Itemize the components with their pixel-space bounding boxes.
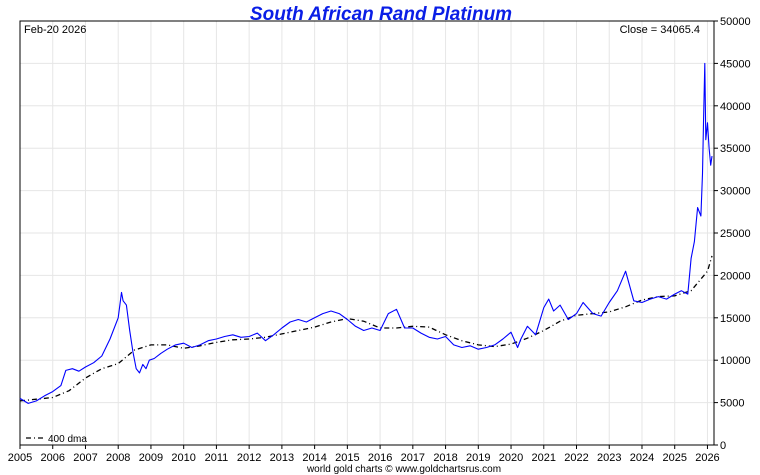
x-tick-label: 2006	[40, 452, 64, 464]
x-tick-label: 2017	[401, 452, 425, 464]
x-axis: 2005 2006 2007 2008 2009 2010 2011 2012 2013 2014…	[8, 445, 720, 464]
legend: 400 dma	[26, 434, 87, 445]
x-tick-label: 2005	[8, 452, 32, 464]
x-tick-label: 2021	[532, 452, 556, 464]
x-tick-label: 2019	[466, 452, 490, 464]
credit-label: world gold charts © www.goldchartsrus.co…	[306, 464, 501, 475]
y-tick-label: 25000	[720, 228, 751, 240]
close-label: Close = 34065.4	[620, 24, 700, 36]
y-tick-label: 20000	[720, 270, 751, 282]
x-tick-label: 2007	[73, 452, 97, 464]
x-tick-label: 2016	[368, 452, 392, 464]
series-400-dma-line	[19, 255, 713, 402]
y-axis: 0 5000 10000 15000 20000 25000 30000 35000 40000…	[714, 16, 751, 452]
x-tick-label: 2010	[171, 452, 195, 464]
x-tick-label: 2018	[433, 452, 457, 464]
date-label: Feb-20 2026	[24, 24, 86, 36]
x-tick-label: 2025	[662, 452, 686, 464]
y-tick-label: 10000	[720, 355, 751, 367]
y-tick-label: 40000	[720, 101, 751, 113]
x-tick-label: 2013	[270, 452, 294, 464]
y-tick-label: 15000	[720, 313, 751, 325]
y-tick-label: 50000	[720, 16, 751, 28]
series-price-line	[19, 62, 713, 404]
gridlines	[19, 20, 714, 446]
x-tick-label: 2011	[205, 452, 229, 464]
x-tick-label: 2009	[139, 452, 163, 464]
x-tick-label: 2020	[499, 452, 523, 464]
chart-title: South African Rand Platinum	[250, 4, 512, 25]
y-tick-label: 35000	[720, 143, 751, 155]
y-tick-label: 5000	[720, 398, 744, 410]
x-tick-label: 2024	[630, 452, 654, 464]
x-tick-label: 2012	[237, 452, 261, 464]
x-tick-label: 2008	[106, 452, 130, 464]
x-tick-label: 2022	[564, 452, 588, 464]
x-tick-label: 2014	[302, 452, 326, 464]
y-tick-label: 30000	[720, 186, 751, 198]
x-tick-label: 2023	[597, 452, 621, 464]
y-tick-label: 0	[720, 440, 726, 452]
legend-label-400-dma: 400 dma	[48, 434, 87, 445]
x-tick-label: 2015	[335, 452, 359, 464]
y-tick-label: 45000	[720, 58, 751, 70]
x-tick-label: 2026	[695, 452, 719, 464]
